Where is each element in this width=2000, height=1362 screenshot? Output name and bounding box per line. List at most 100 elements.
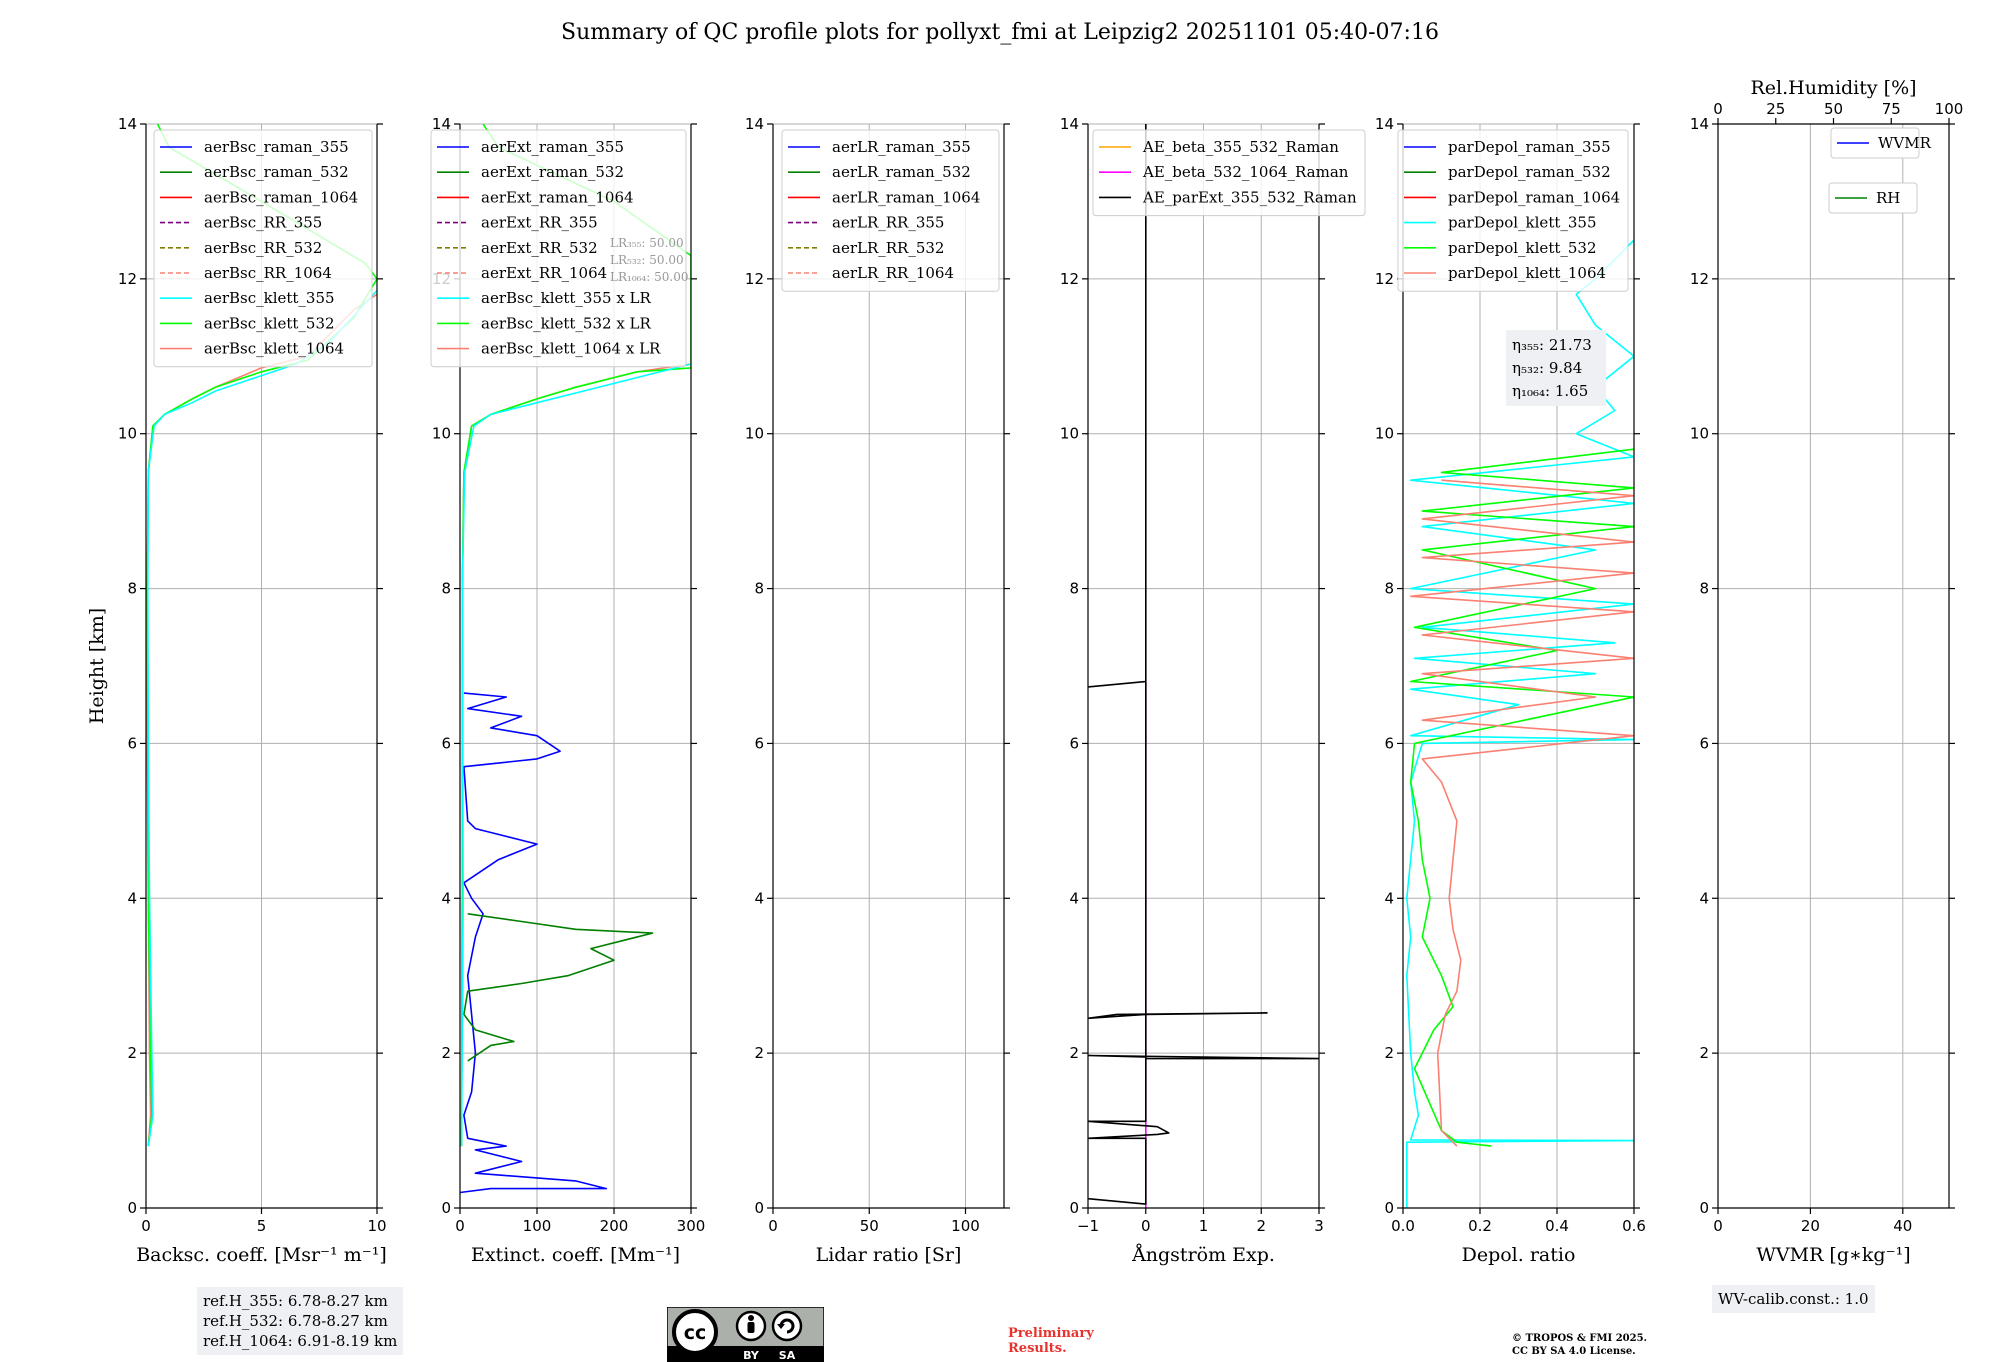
angstrom-y-tick-label: 8 <box>1069 580 1079 598</box>
angstrom-y-tick-label: 12 <box>1060 270 1079 288</box>
preliminary-line-1: Preliminary <box>1008 1326 1094 1341</box>
legend-label-aerExt_RR_532: aerExt_RR_532 <box>481 239 598 257</box>
lidar-ratio-y-tick-label: 0 <box>754 1199 764 1217</box>
extinction-x-tick-label: 200 <box>600 1217 629 1235</box>
lidar-ratio-legend <box>781 129 1000 292</box>
legend-label-parDepol_klett_355: parDepol_klett_355 <box>1448 214 1597 232</box>
water-vapor-y-tick-label: 6 <box>1699 734 1709 752</box>
water-vapor-y-tick-label: 4 <box>1699 889 1709 907</box>
series-AE_parExt_355_532_Raman <box>1088 124 1319 1205</box>
legend-label-aerExt_RR_355: aerExt_RR_355 <box>481 214 598 232</box>
preliminary-line-2: Results. <box>1008 1341 1067 1356</box>
legend-label-aerExt_raman_355: aerExt_raman_355 <box>481 138 624 156</box>
backscatter-y-tick-label: 6 <box>127 734 137 752</box>
series-parDepol_klett_1064 <box>1409 479 1634 1147</box>
backscatter-x-axis-label: Backsc. coeff. [Msr⁻¹ m⁻¹] <box>136 1244 387 1266</box>
depolarization-x-tick-label: 0.6 <box>1622 1217 1646 1235</box>
depolarization-y-tick-label: 8 <box>1384 580 1394 598</box>
legend-label-aerLR_raman_1064: aerLR_raman_1064 <box>832 188 980 206</box>
angstrom-x-tick-label: 0 <box>1141 1217 1151 1235</box>
backscatter-y-tick-label: 2 <box>127 1044 137 1062</box>
lidar-ratio-annotation: LR₅₃₂: 50.00 <box>610 253 684 267</box>
legend-label-aerLR_raman_355: aerLR_raman_355 <box>832 138 971 156</box>
backscatter-x-tick-label: 10 <box>367 1217 386 1235</box>
backscatter-legend <box>153 129 373 368</box>
depolarization-y-tick-label: 0 <box>1384 1199 1394 1217</box>
water-vapor-y-tick-label: 2 <box>1699 1044 1709 1062</box>
legend-box-RH <box>1828 182 1918 214</box>
legend-box-WVMR <box>1830 127 1920 159</box>
lidar-ratio-y-tick-label: 6 <box>754 734 764 752</box>
legend-label-aerBsc_klett_1064 x LR: aerBsc_klett_1064 x LR <box>481 340 661 358</box>
water-vapor-y-tick-label: 10 <box>1690 425 1709 443</box>
legend-label-aerBsc_klett_532 x LR: aerBsc_klett_532 x LR <box>481 314 652 332</box>
depolarization-y-tick-label: 12 <box>1375 270 1394 288</box>
extinction-y-tick-label: 4 <box>441 889 451 907</box>
backscatter-y-tick-label: 8 <box>127 580 137 598</box>
legend-label-aerLR_RR_532: aerLR_RR_532 <box>832 239 944 257</box>
depolarization-y-tick-label: 6 <box>1384 734 1394 752</box>
legend-label-aerBsc_raman_1064: aerBsc_raman_1064 <box>204 188 358 206</box>
legend-label-aerBsc_raman_532: aerBsc_raman_532 <box>204 163 349 181</box>
water-vapor-y-tick-label: 12 <box>1690 270 1709 288</box>
legend-label-aerBsc_RR_355: aerBsc_RR_355 <box>204 214 322 232</box>
legend-label-AE_beta_355_532_Raman: AE_beta_355_532_Raman <box>1142 138 1339 156</box>
angstrom-legend <box>1092 129 1366 217</box>
lidar-ratio-annotation: LR₃₅₅: 50.00 <box>610 236 684 250</box>
eta-box <box>1506 330 1606 406</box>
legend-label-parDepol_raman_1064: parDepol_raman_1064 <box>1448 188 1620 206</box>
water-vapor-x-tick-label: 40 <box>1893 1217 1912 1235</box>
eta-annotation: η₅₃₂: 9.84 <box>1512 359 1582 377</box>
wv-calibration-text: WV-calib.const.: 1.0 <box>1718 1290 1869 1308</box>
extinction-y-tick-label: 2 <box>441 1044 451 1062</box>
water-vapor-y-tick-label: 14 <box>1690 115 1709 133</box>
wv-calibration-box: WV-calib.const.: 1.0 <box>1712 1285 1875 1313</box>
angstrom-x-axis-label: Ångström Exp. <box>1131 1244 1275 1266</box>
depolarization-y-tick-label: 4 <box>1384 889 1394 907</box>
angstrom-y-tick-label: 2 <box>1069 1044 1079 1062</box>
license-by-label: BY <box>743 1349 760 1362</box>
legend-label-AE_beta_532_1064_Raman: AE_beta_532_1064_Raman <box>1142 163 1349 181</box>
copyright-line-2: CC BY SA 4.0 License. <box>1512 1346 1636 1357</box>
depolarization-x-tick-label: 0.4 <box>1545 1217 1569 1235</box>
depolarization-x-tick-label: 0.2 <box>1468 1217 1492 1235</box>
legend-label-aerBsc_klett_355 x LR: aerBsc_klett_355 x LR <box>481 289 652 307</box>
depolarization-panel: 0 2 4 6 8 10 12 14 0.0 0.2 0.4 0.6 Depol. ratio parDe… <box>1375 115 1646 1266</box>
lidar-ratio-x-tick-label: 50 <box>860 1217 879 1235</box>
series-aerExt_raman_355 <box>460 692 608 1194</box>
legend-label-aerBsc_klett_355: aerBsc_klett_355 <box>204 289 335 307</box>
depolarization-y-tick-label: 10 <box>1375 425 1394 443</box>
series-aerBsc_klett_355 <box>147 289 377 1147</box>
extinction-y-tick-label: 14 <box>432 115 451 133</box>
backscatter-y-tick-label: 0 <box>127 1199 137 1217</box>
water-vapor-y-tick-label: 8 <box>1699 580 1709 598</box>
extinction-panel: 024681012140100200300Extinct. coeff. [Mm… <box>430 115 705 1266</box>
depolarization-legend <box>1397 129 1629 292</box>
water-vapor-x-tick-label: 0 <box>1713 1217 1723 1235</box>
lidar-ratio-x-tick-label: 100 <box>951 1217 980 1235</box>
license-sa-label: SA <box>779 1349 796 1362</box>
extinction-y-tick-label: 6 <box>441 734 451 752</box>
legend-label-aerBsc_klett_1064: aerBsc_klett_1064 <box>204 340 344 358</box>
backscatter-x-tick-label: 0 <box>141 1217 151 1235</box>
lidar-ratio-annotation: LR₁₀₆₄: 50.00 <box>610 270 688 284</box>
legend-label-aerExt_RR_1064: aerExt_RR_1064 <box>481 264 607 282</box>
water-vapor-x2-tick-label: 50 <box>1824 100 1843 118</box>
reference-heights-box: ref.H_355: 6.78-8.27 km ref.H_532: 6.78-… <box>197 1287 404 1355</box>
angstrom-x-tick-label: 2 <box>1256 1217 1266 1235</box>
legend-label-aerBsc_RR_532: aerBsc_RR_532 <box>204 239 322 257</box>
copyright-line-1: © TROPOS & FMI 2025. <box>1512 1333 1648 1344</box>
series-aerBsc_klett_1064 x LR <box>460 363 691 1147</box>
lidar-ratio-y-tick-label: 4 <box>754 889 764 907</box>
angstrom-y-tick-label: 4 <box>1069 889 1079 907</box>
water-vapor-x2-tick-label: 25 <box>1766 100 1785 118</box>
legend-label-aerExt_raman_532: aerExt_raman_532 <box>481 163 624 181</box>
lidar-ratio-y-tick-label: 14 <box>745 115 764 133</box>
legend-label-parDepol_klett_1064: parDepol_klett_1064 <box>1448 264 1606 282</box>
eta-annotation: η₃₅₅: 21.73 <box>1512 336 1592 354</box>
legend-label-parDepol_klett_532: parDepol_klett_532 <box>1448 239 1597 257</box>
backscatter-y-tick-label: 10 <box>118 425 137 443</box>
water-vapor-x2-tick-label: 0 <box>1713 100 1723 118</box>
cc-by-sa-license-logo: cc BY SA <box>667 1307 824 1362</box>
svg-text:cc: cc <box>684 1322 707 1344</box>
